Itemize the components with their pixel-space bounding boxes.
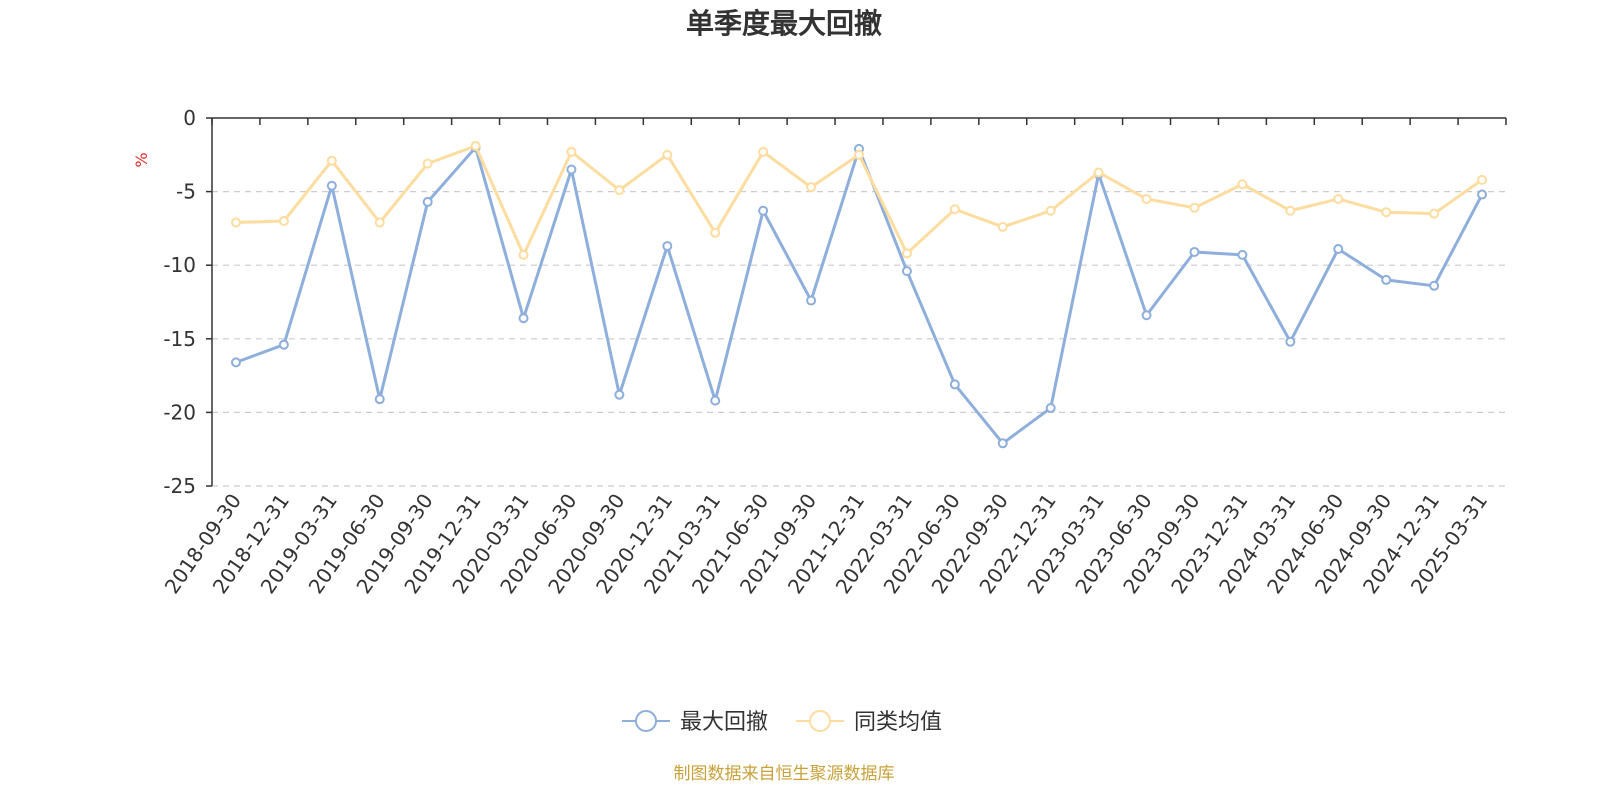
data-point-series-2 — [614, 185, 625, 196]
data-point-series-1 — [326, 180, 337, 191]
data-point-series-1 — [1381, 274, 1392, 285]
data-point-series-2 — [997, 221, 1008, 232]
legend-marker-icon — [809, 710, 831, 732]
data-point-series-1 — [278, 339, 289, 350]
data-point-series-1 — [374, 394, 385, 405]
data-point-series-1 — [1429, 280, 1440, 291]
data-point-series-1 — [566, 164, 577, 175]
data-point-series-1 — [1285, 336, 1296, 347]
data-point-series-2 — [278, 216, 289, 227]
data-point-series-2 — [662, 149, 673, 160]
data-point-series-2 — [1429, 208, 1440, 219]
data-point-series-2 — [326, 155, 337, 166]
legend-item-2[interactable]: 同类均值 — [796, 710, 942, 735]
data-point-series-1 — [949, 379, 960, 390]
grid-lines — [212, 191, 1506, 487]
data-point-series-2 — [1045, 205, 1056, 216]
data-point-series-2 — [1093, 167, 1104, 178]
data-point-series-2 — [1237, 179, 1248, 190]
y-tick-label: -15 — [163, 327, 196, 351]
legend-label: 最大回撤 — [680, 710, 768, 735]
legend-item-1[interactable]: 最大回撤 — [622, 710, 768, 735]
legend[interactable]: 最大回撤 同类均值 — [622, 710, 942, 735]
data-point-series-2 — [422, 158, 433, 169]
data-point-series-2 — [518, 249, 529, 260]
data-point-series-1 — [997, 438, 1008, 449]
data-point-series-2 — [758, 146, 769, 157]
chart-title: 单季度最大回撤 — [686, 7, 882, 40]
data-point-series-2 — [1189, 202, 1200, 213]
data-point-series-1 — [1141, 310, 1152, 321]
data-point-series-2 — [854, 149, 864, 160]
data-point-series-1 — [758, 205, 769, 216]
data-point-series-1 — [1237, 249, 1248, 260]
data-point-series-2 — [566, 146, 577, 157]
data-point-series-2 — [1333, 193, 1344, 204]
legend-label: 同类均值 — [854, 710, 942, 735]
series-lines — [230, 140, 1488, 449]
y-tick-label: -25 — [163, 474, 196, 498]
data-point-series-2 — [1141, 193, 1152, 204]
data-point-series-2 — [1285, 205, 1296, 216]
y-tick-label: 0 — [183, 106, 196, 130]
data-point-series-2 — [374, 217, 385, 228]
data-point-series-1 — [806, 295, 817, 306]
y-tick-label: -20 — [163, 400, 196, 424]
y-tick-labels: 0 -5 -10 -15 -20 -25 — [163, 106, 196, 498]
data-source-note: 制图数据来自恒生聚源数据库 — [674, 764, 895, 784]
data-point-series-1 — [1333, 244, 1344, 255]
data-point-series-2 — [1477, 174, 1488, 185]
data-point-series-1 — [901, 266, 912, 277]
y-tick-label: -5 — [176, 180, 196, 204]
data-point-series-1 — [1477, 189, 1488, 200]
data-point-series-2 — [901, 248, 912, 259]
data-point-series-1 — [710, 395, 721, 406]
data-point-series-1 — [518, 313, 529, 324]
data-point-series-2 — [230, 217, 241, 228]
data-point-series-2 — [1381, 207, 1392, 218]
data-point-series-1 — [230, 357, 241, 368]
data-point-series-2 — [949, 204, 960, 215]
data-point-series-2 — [470, 140, 481, 151]
data-point-series-1 — [1189, 246, 1200, 257]
data-point-series-1 — [662, 241, 673, 252]
axes — [206, 117, 1507, 487]
x-tick-labels: 2018-09-302018-12-312019-03-312019-06-30… — [160, 489, 1492, 598]
data-point-series-1 — [1045, 402, 1056, 413]
data-point-series-1 — [422, 196, 433, 207]
data-point-series-2 — [806, 182, 817, 193]
data-point-series-1 — [614, 389, 625, 400]
legend-marker-icon — [635, 710, 657, 732]
data-point-series-2 — [710, 227, 721, 238]
y-axis-unit-label: % — [132, 152, 151, 167]
y-tick-label: -10 — [163, 253, 196, 277]
